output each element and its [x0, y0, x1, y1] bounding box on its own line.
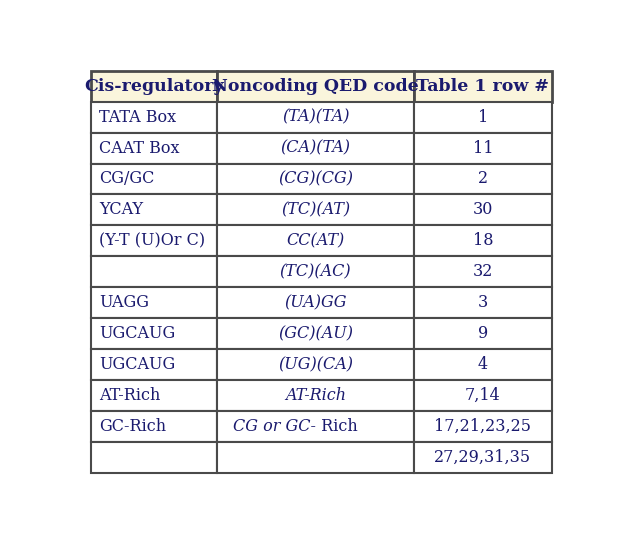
Bar: [414, 71, 552, 102]
Bar: [90, 225, 218, 256]
Bar: [218, 318, 414, 349]
Bar: [218, 256, 414, 287]
Text: (TA)(TA): (TA)(TA): [282, 109, 349, 126]
Text: 4: 4: [478, 356, 488, 373]
Text: YCAY: YCAY: [100, 201, 144, 218]
Bar: [414, 194, 552, 225]
Text: 27,29,31,35: 27,29,31,35: [435, 449, 532, 466]
Text: UAGG: UAGG: [100, 294, 149, 311]
Text: Noncoding QED code: Noncoding QED code: [212, 77, 419, 95]
Bar: [414, 318, 552, 349]
Text: 7,14: 7,14: [465, 387, 501, 404]
Bar: [90, 442, 218, 472]
Bar: [218, 132, 414, 164]
Text: (TC)(AT): (TC)(AT): [281, 201, 350, 218]
Bar: [218, 349, 414, 380]
Bar: [218, 194, 414, 225]
Text: CG/GC: CG/GC: [100, 171, 155, 187]
Bar: [414, 256, 552, 287]
Bar: [218, 442, 414, 472]
Text: (UG)(CA): (UG)(CA): [278, 356, 353, 373]
Text: AT-Rich: AT-Rich: [285, 387, 346, 404]
Text: AT-Rich: AT-Rich: [100, 387, 161, 404]
Bar: [218, 380, 414, 411]
Bar: [414, 225, 552, 256]
Bar: [218, 225, 414, 256]
Text: (UA)GG: (UA)GG: [284, 294, 347, 311]
Text: 9: 9: [478, 325, 488, 342]
Text: (Y-T (U)Or C): (Y-T (U)Or C): [100, 232, 206, 249]
Text: 32: 32: [473, 263, 493, 280]
Bar: [90, 102, 218, 132]
Text: GC-Rich: GC-Rich: [100, 417, 167, 435]
Text: (CG)(CG): (CG)(CG): [278, 171, 353, 187]
Bar: [90, 194, 218, 225]
Bar: [90, 349, 218, 380]
Bar: [90, 132, 218, 164]
Bar: [218, 102, 414, 132]
Text: UGCAUG: UGCAUG: [100, 325, 176, 342]
Text: 3: 3: [478, 294, 488, 311]
Bar: [414, 102, 552, 132]
Bar: [90, 380, 218, 411]
Bar: [218, 71, 414, 102]
Text: CG or GC-: CG or GC-: [233, 417, 315, 435]
Text: UGCAUG: UGCAUG: [100, 356, 176, 373]
Text: Table 1 row #: Table 1 row #: [416, 77, 549, 95]
Bar: [414, 132, 552, 164]
Text: 11: 11: [473, 139, 493, 157]
Bar: [218, 411, 414, 442]
Bar: [218, 164, 414, 194]
Text: (GC)(AU): (GC)(AU): [278, 325, 353, 342]
Text: 1: 1: [478, 109, 488, 126]
Text: Rich: Rich: [315, 417, 357, 435]
Text: Cis-regulatory: Cis-regulatory: [84, 77, 224, 95]
Text: (TC)(AC): (TC)(AC): [280, 263, 351, 280]
Text: 18: 18: [473, 232, 493, 249]
Bar: [414, 349, 552, 380]
Bar: [218, 287, 414, 318]
Text: 17,21,23,25: 17,21,23,25: [435, 417, 532, 435]
Bar: [90, 71, 218, 102]
Bar: [90, 411, 218, 442]
Bar: [90, 256, 218, 287]
Bar: [414, 442, 552, 472]
Text: (CA)(TA): (CA)(TA): [280, 139, 350, 157]
Bar: [90, 318, 218, 349]
Text: 2: 2: [478, 171, 488, 187]
Bar: [414, 164, 552, 194]
Bar: [414, 411, 552, 442]
Bar: [414, 287, 552, 318]
Text: CC(AT): CC(AT): [287, 232, 345, 249]
Bar: [414, 380, 552, 411]
Bar: [90, 287, 218, 318]
Text: TATA Box: TATA Box: [100, 109, 177, 126]
Text: 30: 30: [473, 201, 493, 218]
Text: CAAT Box: CAAT Box: [100, 139, 180, 157]
Bar: [90, 164, 218, 194]
